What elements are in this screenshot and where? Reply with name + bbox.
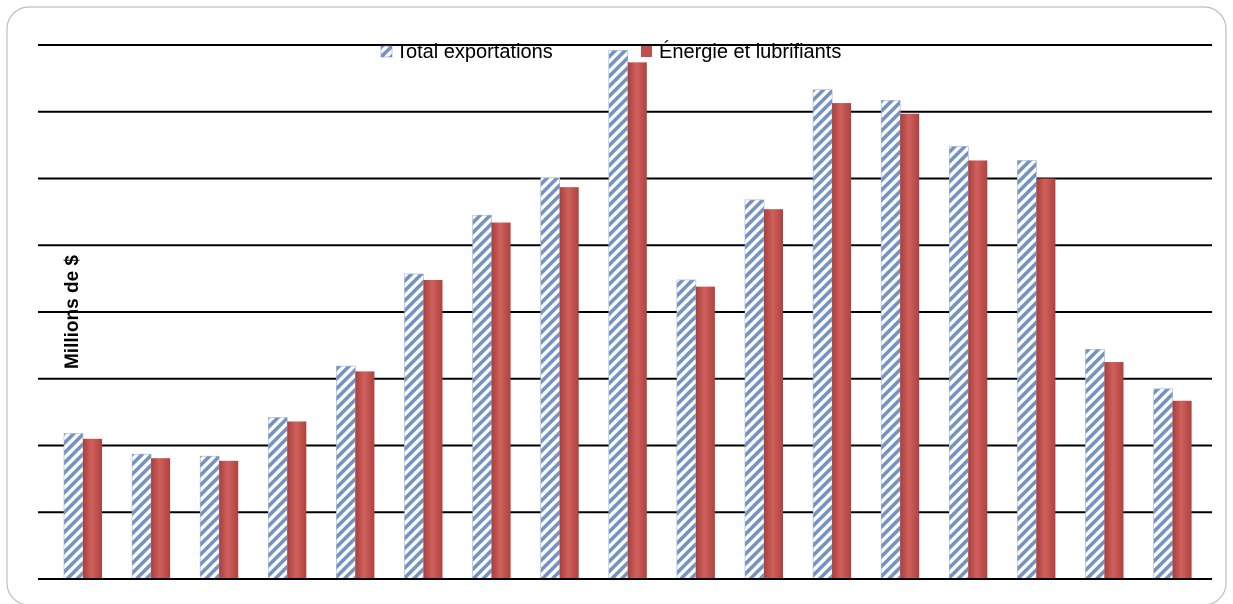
legend-swatch-total-exportations <box>380 45 393 58</box>
bar-energie-lubrifiants <box>151 458 171 579</box>
bar-total-exportations <box>812 89 833 580</box>
bar-total-exportations <box>199 455 220 580</box>
bar-energie-lubrifiants <box>968 160 988 580</box>
bars-group <box>63 50 1192 580</box>
legend-label-energie-lubrifiants: Énergie et lubrifiants <box>659 40 841 63</box>
bar-energie-lubrifiants <box>764 209 783 579</box>
bar-total-exportations <box>676 279 697 580</box>
bar-energie-lubrifiants <box>423 279 443 579</box>
bar-total-exportations <box>1153 388 1173 580</box>
bar-total-exportations <box>63 433 84 580</box>
y-axis-title: Millions de $ <box>62 255 83 369</box>
bar-energie-lubrifiants <box>1036 178 1056 579</box>
bar-energie-lubrifiants <box>355 371 375 579</box>
bar-energie-lubrifiants <box>491 222 511 579</box>
bar-total-exportations <box>1017 160 1037 580</box>
bar-total-exportations <box>948 146 969 580</box>
bar-total-exportations <box>608 50 629 580</box>
bar-total-exportations <box>131 453 152 580</box>
bar-energie-lubrifiants <box>695 286 715 579</box>
legend-label-total-exportations: Total exportations <box>396 41 553 63</box>
legend-swatch-energie-lubrifiants <box>641 46 652 57</box>
bar-energie-lubrifiants <box>1104 362 1124 579</box>
bar-total-exportations <box>472 214 492 580</box>
bar-energie-lubrifiants <box>559 187 579 580</box>
bar-energie-lubrifiants <box>83 438 102 579</box>
bar-total-exportations <box>336 365 356 580</box>
bar-total-exportations <box>404 273 424 580</box>
bar-total-exportations <box>1085 349 1105 580</box>
bar-total-exportations <box>744 199 765 580</box>
bar-energie-lubrifiants <box>627 62 647 580</box>
bar-total-exportations <box>880 100 901 580</box>
bar-energie-lubrifiants <box>219 460 239 579</box>
bar-energie-lubrifiants <box>1172 400 1192 579</box>
bar-energie-lubrifiants <box>900 113 920 579</box>
bar-total-exportations <box>540 177 561 580</box>
legend: Total exportations Énergie et lubrifiant… <box>380 40 841 63</box>
bar-energie-lubrifiants <box>832 103 852 579</box>
bar-total-exportations <box>267 417 288 580</box>
bar-energie-lubrifiants <box>287 421 307 579</box>
